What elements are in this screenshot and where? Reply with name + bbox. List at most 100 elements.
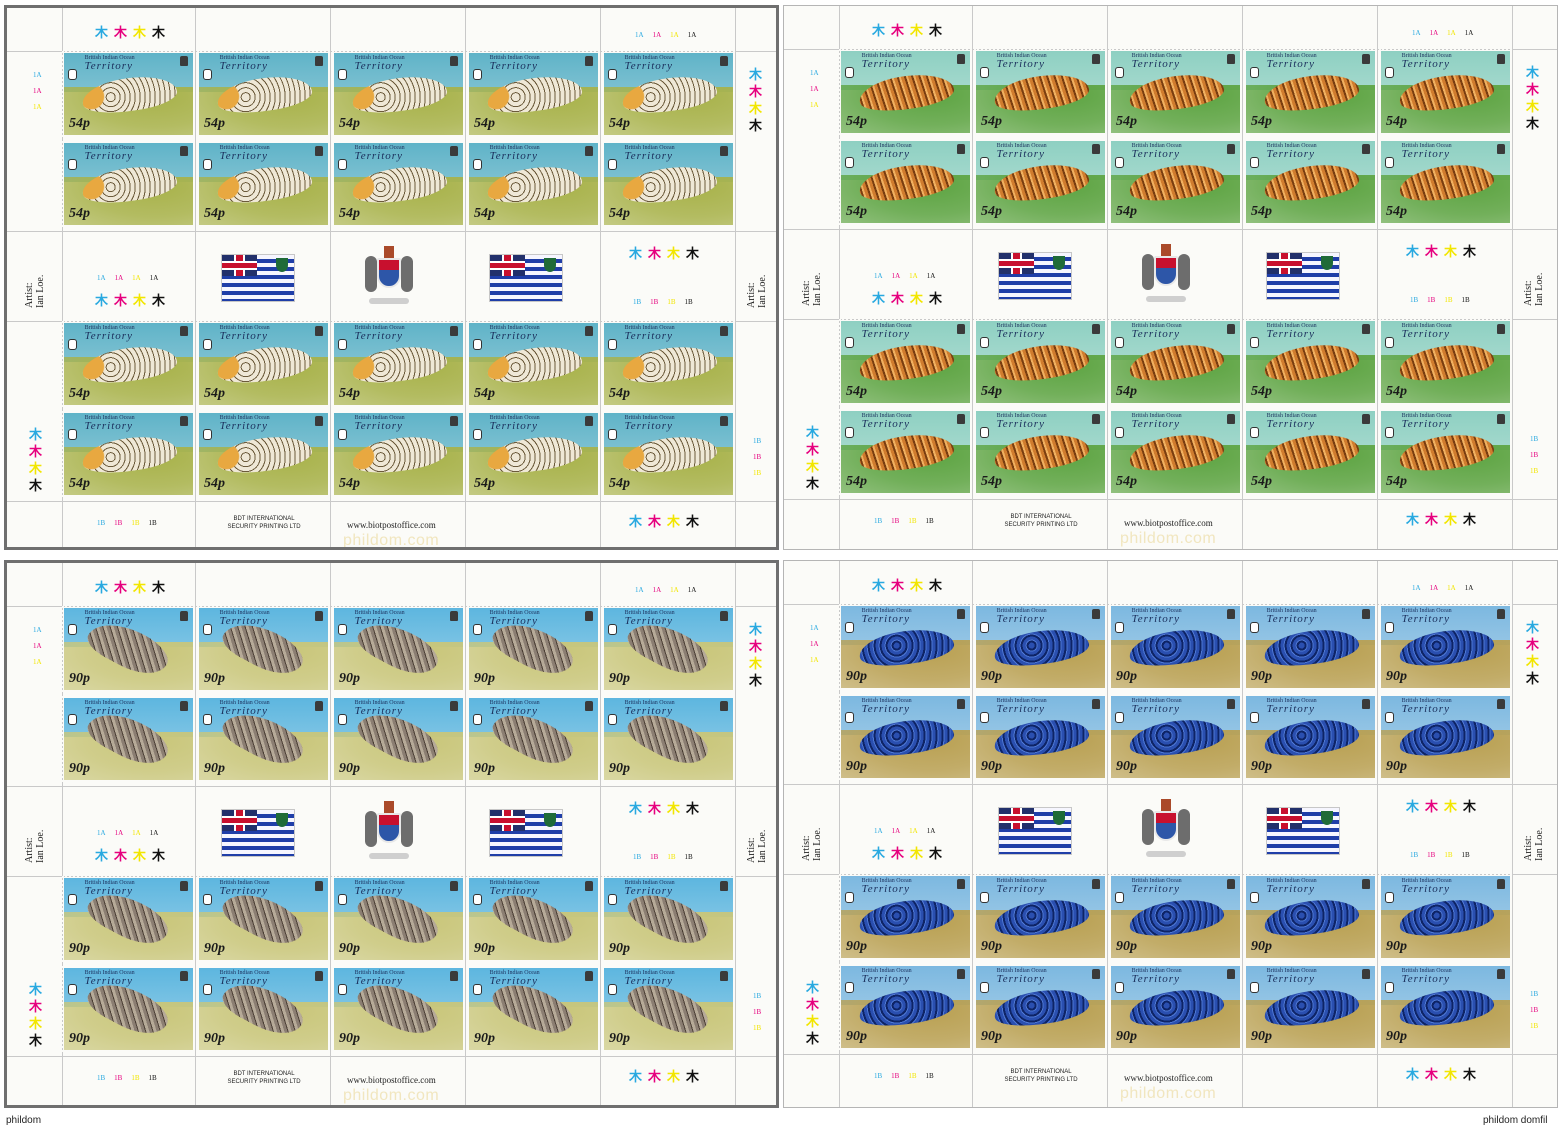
register-mark: 木 [910, 846, 924, 861]
register-mark: 木 [1526, 654, 1540, 669]
wwf-panda-icon [203, 624, 212, 635]
register-marks: 木木木木 [806, 981, 819, 1045]
stamp-inscription: British Indian Ocean Territory [355, 325, 405, 342]
cylinder-number: 1B [1461, 851, 1470, 859]
inscription-line-1: British Indian Ocean [219, 325, 270, 331]
crown-icon [315, 416, 323, 426]
wwf-panda-icon [473, 159, 482, 170]
cylinder-numbers: 1B 1B 1B 1B [1410, 852, 1470, 859]
register-marks: 木木木木 [29, 428, 42, 492]
stamp-inscription: British Indian Ocean Territory [862, 878, 912, 895]
register-mark: 木 [910, 23, 924, 38]
stamp: British Indian Ocean Territory 90p [332, 696, 465, 782]
margin-rule [1107, 561, 1108, 1107]
register-marks: 木木木木 [749, 68, 762, 132]
stamp-inscription: British Indian Ocean Territory [1132, 413, 1182, 430]
margin-rule [839, 561, 840, 1107]
stamp-value: 90p [981, 759, 1002, 774]
register-mark: 木 [29, 1016, 43, 1031]
register-marks: 木木木木 [872, 847, 942, 860]
wwf-panda-icon [338, 69, 347, 80]
register-mark: 木 [1526, 65, 1540, 80]
wwf-panda-icon [338, 429, 347, 440]
crown-icon [315, 881, 323, 891]
cylinder-number: 1B [874, 1072, 883, 1080]
stamp-inscription: British Indian Ocean Territory [997, 608, 1047, 625]
wwf-panda-icon [980, 982, 989, 993]
crown-icon [585, 326, 593, 336]
stamp-value: 54p [1251, 384, 1272, 399]
cylinder-number: 1A [1464, 584, 1474, 592]
cylinder-numbers: 1A 1A 1A [810, 625, 819, 664]
inscription-line-2: Territory [84, 885, 133, 897]
cylinder-number: 1B [1444, 296, 1453, 304]
register-mark: 木 [749, 656, 763, 671]
margin-rule [735, 563, 736, 1105]
register-mark: 木 [1444, 1067, 1458, 1082]
stamp: British Indian Ocean Territory 90p [62, 966, 195, 1052]
stamp-inscription: British Indian Ocean Territory [490, 970, 540, 987]
stamp-value: 54p [981, 114, 1002, 129]
stamp: British Indian Ocean Territory 90p [839, 874, 972, 960]
stamp-value: 54p [1251, 204, 1272, 219]
inscription-line-2: Territory [84, 330, 133, 342]
flag-biot [998, 807, 1072, 855]
inscription-line-1: British Indian Ocean [1131, 143, 1182, 149]
stamp: British Indian Ocean Territory 54p [839, 49, 972, 135]
stamp-sheet: British Indian Ocean Territory 54p British … [4, 5, 779, 550]
cylinder-number: 1A [1412, 584, 1421, 592]
stamp-inscription: British Indian Ocean Territory [997, 698, 1047, 715]
crown-icon [957, 414, 965, 424]
inscription-line-1: British Indian Ocean [354, 970, 405, 976]
stamp-value: 90p [846, 669, 867, 684]
stamp-value: 90p [69, 941, 90, 956]
inscription-line-2: Territory [624, 615, 673, 627]
register-mark: 木 [1463, 1067, 1477, 1082]
stamp-inscription: British Indian Ocean Territory [862, 53, 912, 70]
stamp-inscription: British Indian Ocean Territory [1267, 608, 1317, 625]
cylinder-number: 1A [33, 103, 42, 111]
inscription-line-2: Territory [861, 58, 910, 70]
inscription-line-1: British Indian Ocean [1131, 413, 1182, 419]
register-mark: 木 [872, 846, 886, 861]
stamp: British Indian Ocean Territory 90p [1244, 694, 1377, 780]
crown-icon [315, 701, 323, 711]
inscription-line-1: British Indian Ocean [1401, 608, 1452, 614]
stamp: British Indian Ocean Territory 54p [1244, 319, 1377, 405]
inscription-line-2: Territory [861, 328, 910, 340]
stamp-value: 54p [1251, 114, 1272, 129]
stamp: British Indian Ocean Territory 90p [332, 876, 465, 962]
cylinder-number: 1A [1447, 584, 1456, 592]
cylinder-numbers: 1B 1B 1B 1B [633, 854, 693, 861]
register-mark: 木 [686, 1069, 700, 1084]
wwf-panda-icon [1385, 67, 1394, 78]
stamp: British Indian Ocean Territory 54p [1379, 319, 1512, 405]
stamp-value: 90p [846, 1029, 867, 1044]
crown-icon [720, 326, 728, 336]
inscription-line-1: British Indian Ocean [354, 880, 405, 886]
artist-imprint: Artist: Ian Loe. [801, 272, 823, 306]
inscription-line-2: Territory [1401, 418, 1450, 430]
artist-imprint: Artist: Ian Loe. [24, 829, 46, 863]
inscription-line-1: British Indian Ocean [1131, 968, 1182, 974]
crown-icon [1362, 879, 1370, 889]
cylinder-number: 1B [753, 1024, 762, 1032]
crown-icon [1227, 144, 1235, 154]
wwf-panda-icon [1250, 982, 1259, 993]
stamp-value: 54p [1386, 204, 1407, 219]
crown-icon [450, 56, 458, 66]
stamp-value: 54p [846, 384, 867, 399]
crown-icon [720, 701, 728, 711]
margin-rule [839, 6, 840, 549]
stamp-inscription: British Indian Ocean Territory [85, 145, 135, 162]
arms-shield [1154, 811, 1178, 841]
inscription-line-1: British Indian Ocean [996, 968, 1047, 974]
inscription-line-1: British Indian Ocean [354, 55, 405, 61]
caption-left: phildom [6, 1115, 42, 1126]
margin-rule [62, 563, 63, 1105]
crown-icon [720, 56, 728, 66]
crown-icon [585, 146, 593, 156]
register-mark: 木 [806, 442, 820, 457]
crown-icon [585, 56, 593, 66]
cylinder-numbers: 1A 1A 1A [33, 72, 42, 111]
